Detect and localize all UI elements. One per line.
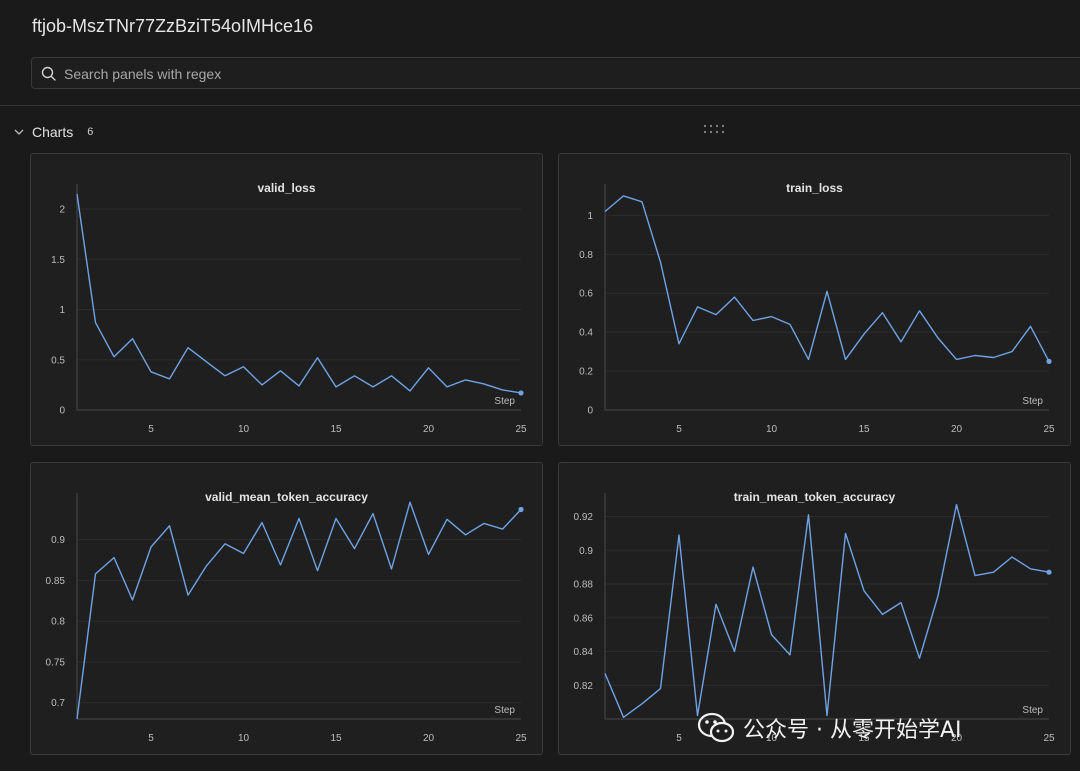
x-tick-label: 25 [1043,733,1055,744]
y-tick-label: 1.5 [51,255,65,266]
y-tick-label: 0.8 [51,617,65,628]
x-tick-label: 20 [423,424,435,435]
line-chart: 0.82 0.84 0.86 0.88 0.9 0.92 5 10 15 20 25 Step [574,493,1055,744]
y-tick-label: 0.75 [46,657,66,668]
series-line[interactable] [604,504,1050,719]
y-tick-label: 1 [587,211,593,222]
y-tick-label: 0.92 [574,512,594,523]
search-input[interactable] [62,58,966,90]
chart-panel-train-loss[interactable]: train_loss 0 0.2 0.4 0.6 0.8 1 5 10 15 20 25 Step [558,153,1071,446]
x-tick-label: 20 [951,733,963,744]
x-tick-label: 15 [330,733,342,744]
x-tick-label: 10 [766,733,778,744]
series-line[interactable] [76,501,522,720]
last-point-marker[interactable] [518,506,524,513]
chart-title: valid_loss [257,181,316,195]
wechat-icon [697,712,735,743]
x-tick-label: 10 [238,424,250,435]
last-point-marker[interactable] [518,390,524,396]
chart-title: valid_mean_token_accuracy [205,490,368,504]
section-toggle-charts[interactable]: Charts 6 [12,122,93,142]
search-bar[interactable] [31,57,1080,90]
drag-handle-icon[interactable] [703,124,727,134]
y-tick-label: 0.8 [579,250,593,261]
grid [77,208,521,411]
x-tick-label: 5 [676,424,682,435]
chart-panel-valid-mean-token-accuracy[interactable]: valid_mean_token_accuracy 0.7 0.75 0.8 0.85… [30,462,543,755]
x-tick-label: 15 [858,733,870,744]
x-tick-label: 15 [330,424,342,435]
y-tick-label: 0.82 [574,681,594,692]
y-tick-label: 0.4 [579,328,593,339]
chart-title: train_mean_token_accuracy [733,490,896,504]
x-tick-label: 5 [148,733,154,744]
x-tick-label: 10 [766,424,778,435]
y-tick-label: 0.2 [579,367,593,378]
watermark: 公众号 · 从零开始学AI [697,708,962,748]
y-tick-label: 0.84 [574,647,594,658]
y-tick-label: 2 [59,205,65,216]
series-line[interactable] [604,195,1050,362]
x-axis-label: Step [494,705,515,716]
y-tick-label: 0.86 [574,613,594,624]
chart-panel-train-mean-token-accuracy[interactable]: train_mean_token_accuracy 0.82 0.84 0.86 0.… [558,462,1071,755]
page-title: ftjob-MszTNr77ZzBziT54oIMHce16 [32,16,314,36]
y-tick-label: 0.6 [579,289,593,300]
chart-title: train_loss [786,181,843,195]
chevron-down-icon [14,129,24,135]
x-axis-label: Step [494,396,515,407]
last-point-marker[interactable] [1046,358,1052,364]
x-tick-label: 25 [1043,424,1055,435]
x-tick-label: 5 [148,424,154,435]
x-axis-label: Step [1022,396,1043,407]
series-line[interactable] [76,193,522,394]
y-tick-label: 0 [587,406,593,417]
y-tick-label: 0.9 [51,535,65,546]
grid [77,539,521,704]
x-tick-label: 25 [515,733,527,744]
y-tick-label: 0.7 [51,698,65,709]
x-tick-label: 20 [423,733,435,744]
x-tick-label: 20 [951,424,963,435]
header-divider [0,105,1080,106]
x-tick-label: 25 [515,424,527,435]
x-axis-label: Step [1022,705,1043,716]
y-tick-label: 0.88 [574,580,594,591]
last-point-marker[interactable] [1046,569,1052,575]
x-tick-label: 10 [238,733,250,744]
section-count-badge: 6 [87,126,94,138]
y-tick-label: 0.5 [51,355,65,366]
section-label: Charts [32,124,74,140]
watermark-text: 公众号 · 从零开始学AI [743,718,962,743]
x-tick-label: 5 [676,733,682,744]
y-tick-label: 0 [59,406,65,417]
y-tick-label: 0.9 [579,546,593,557]
x-tick-label: 15 [858,424,870,435]
y-tick-label: 1 [59,305,65,316]
y-tick-label: 0.85 [46,576,66,587]
line-chart: 0.7 0.75 0.8 0.85 0.9 5 10 15 20 25 Step [46,493,527,744]
chart-panel-valid-loss[interactable]: valid_loss 0 0.5 1 1.5 2 5 10 15 20 25 Step [30,153,543,446]
search-icon [41,66,56,81]
grid [605,516,1049,686]
